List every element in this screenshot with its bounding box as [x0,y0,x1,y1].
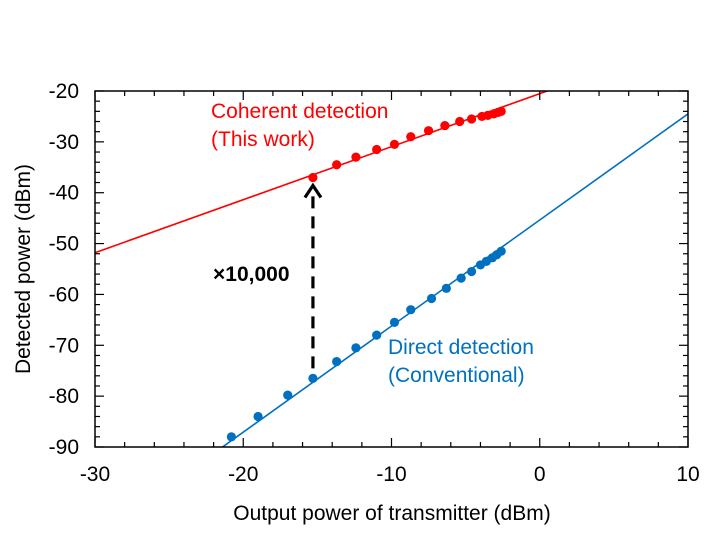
series-1-point-6 [372,330,382,340]
series-0-point-7 [440,120,450,131]
series-1-point-3 [308,373,318,383]
series-0-point-0 [308,172,318,183]
series-1-point-12 [466,266,477,277]
x-tick-label: -30 [80,463,110,486]
series-0-point-1 [332,160,342,170]
annotation-arrow-head [303,182,323,199]
y-tick-label: -90 [49,436,79,459]
series-1-point-11 [456,273,466,283]
x-tick-label: 10 [676,463,699,486]
y-tick-label: -60 [49,283,79,306]
series-1-fit-line [222,113,688,447]
series-1-point-17 [496,246,506,256]
axes: -30 -20 -10 0 10 -20 -30 -40 -50 -60 -70 -80 -90 Cohe… [49,80,700,486]
coherent-label-line1: Coherent detection [211,100,388,123]
series-1-point-9 [426,293,437,304]
x-tick-label: -20 [228,463,258,486]
series-1-point-4 [332,356,342,367]
direct-label-line2: (Conventional) [388,364,525,387]
y-tick-label: -70 [49,334,79,357]
series-1-point-5 [351,343,361,353]
series-0-point-5 [406,132,416,142]
series-1-point-10 [441,283,451,293]
x-tick-label: -10 [376,463,406,486]
series-0-point-9 [466,114,477,124]
series-1-point-7 [389,317,400,327]
series-0-point-3 [372,144,382,155]
y-tick-label: -20 [49,80,79,103]
annotation-label: ×10,000 [213,263,290,286]
series-0-point-14 [496,106,506,116]
series-1-point-1 [253,411,263,422]
direct-label-line1: Direct detection [388,336,534,359]
series-1-point-2 [283,390,293,400]
series-1-point-8 [406,305,416,315]
series-0-point-8 [455,116,465,127]
y-axis-label: Detected power (dBm) [12,164,35,374]
coherent-label-line2: (This work) [211,128,315,151]
series-0-point-2 [351,152,361,162]
y-tick-label: -30 [49,131,79,154]
y-tick-label: -50 [49,233,79,256]
series-0-point-4 [389,139,400,149]
y-tick-label: -40 [49,182,79,205]
plot-area [95,91,688,447]
series-0-point-6 [423,126,434,136]
y-tick-label: -80 [49,385,79,408]
series-1-point-0 [226,432,236,442]
x-axis-label: Output power of transmitter (dBm) [233,502,550,525]
x-tick-label: 0 [534,463,546,486]
